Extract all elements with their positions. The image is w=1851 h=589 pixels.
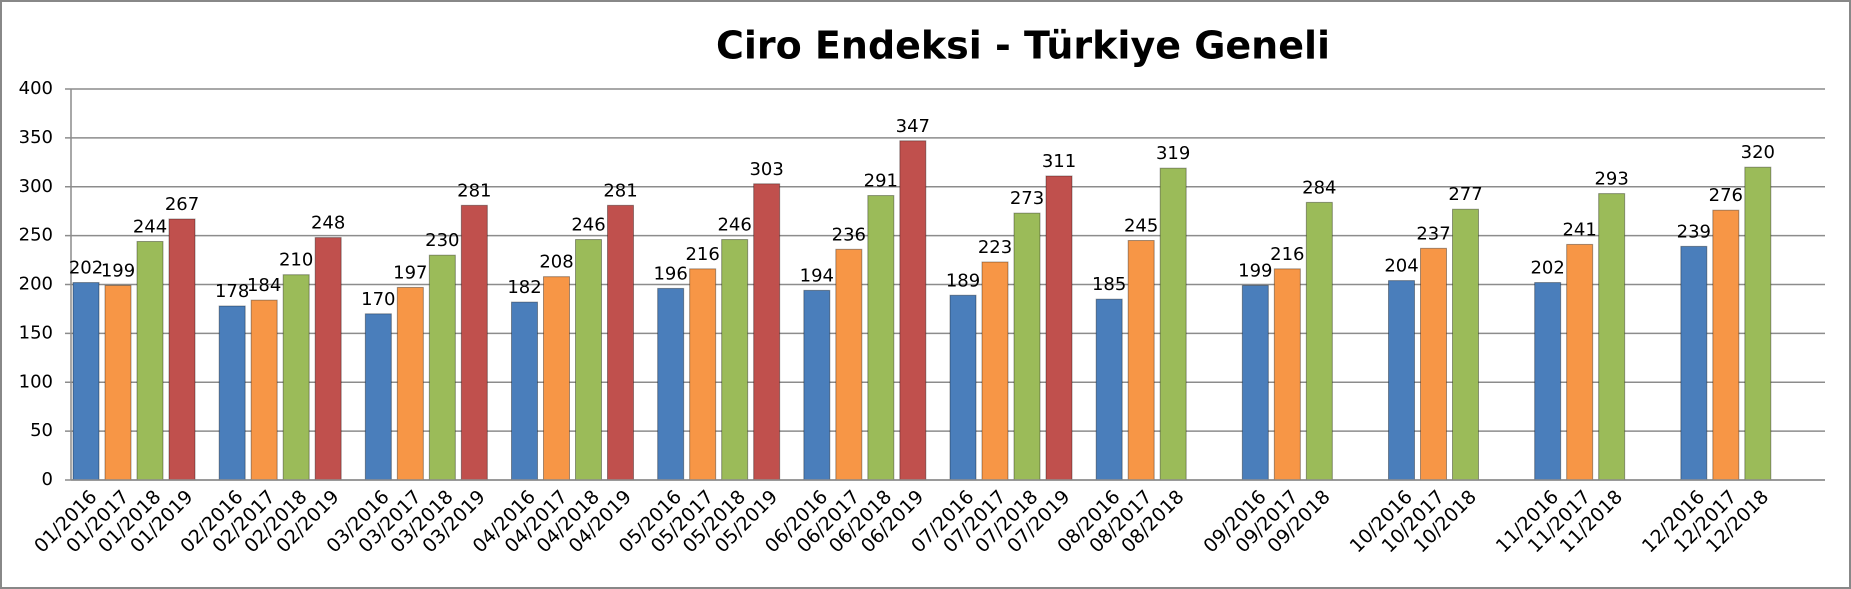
value-label: 194: [800, 265, 834, 286]
bar: [314, 237, 342, 481]
value-label: 202: [69, 258, 103, 279]
bar: [1095, 298, 1123, 481]
bar: [899, 140, 927, 481]
bar: [1045, 175, 1073, 481]
value-label: 347: [896, 116, 930, 137]
value-label: 320: [1741, 142, 1775, 163]
y-tick-label: 400: [19, 78, 53, 99]
bar: [1241, 284, 1269, 481]
bar: [1680, 245, 1708, 481]
value-label: 267: [165, 194, 199, 215]
value-label: 210: [279, 250, 313, 271]
value-label: 208: [539, 252, 573, 273]
bar: [1388, 280, 1415, 481]
bar: [1452, 208, 1479, 481]
bar: [867, 195, 895, 481]
bar: [949, 294, 977, 481]
value-label: 197: [393, 262, 427, 283]
value-label: 216: [1270, 244, 1304, 265]
value-label: 204: [1384, 256, 1418, 277]
y-tick-label: 0: [42, 469, 53, 490]
value-label: 311: [1042, 151, 1076, 172]
bar: [1159, 167, 1187, 481]
value-label: 241: [1562, 219, 1596, 240]
value-label: 184: [247, 275, 281, 296]
bar: [1127, 240, 1155, 481]
bar: [657, 287, 685, 481]
y-tick-label: 100: [19, 371, 53, 392]
y-tick-label: 350: [19, 127, 53, 148]
bar: [803, 289, 831, 481]
value-label: 236: [832, 224, 866, 245]
value-label: 245: [1124, 216, 1158, 237]
value-label: 281: [603, 180, 637, 201]
value-label: 277: [1448, 184, 1482, 205]
value-label: 199: [1238, 260, 1272, 281]
bar: [1534, 282, 1562, 481]
value-label: 248: [311, 213, 345, 234]
chart-title: Ciro Endeksi - Türkiye Geneli: [716, 24, 1330, 68]
y-tick-label: 300: [19, 176, 53, 197]
value-label: 293: [1594, 169, 1628, 190]
value-label: 230: [425, 230, 459, 251]
value-label: 281: [457, 180, 491, 201]
value-label: 185: [1092, 274, 1126, 295]
value-label: 284: [1302, 177, 1336, 198]
value-label: 182: [507, 277, 541, 298]
value-label: 216: [685, 244, 719, 265]
value-label: 276: [1709, 185, 1743, 206]
value-label: 199: [101, 260, 135, 281]
bar: [981, 261, 1009, 481]
bar: [104, 284, 132, 481]
bar: [1013, 212, 1041, 481]
value-label: 196: [653, 263, 687, 284]
bar: [168, 218, 196, 481]
value-label: 170: [361, 289, 395, 310]
bar: [1598, 193, 1626, 481]
bar: [1566, 243, 1594, 481]
bar: [250, 299, 278, 481]
bar: [543, 276, 570, 481]
bar: [136, 240, 164, 481]
y-tick-label: 150: [19, 322, 53, 343]
value-label: 303: [749, 159, 783, 180]
value-label: 246: [717, 215, 751, 236]
bar: [511, 301, 538, 481]
value-label: 244: [133, 216, 167, 237]
value-label: 178: [215, 281, 249, 302]
value-label: 223: [978, 237, 1012, 258]
value-label: 237: [1416, 223, 1450, 244]
value-label: 202: [1530, 258, 1564, 279]
bar: [364, 313, 392, 481]
bar: [1305, 201, 1333, 481]
bar: [1744, 166, 1772, 481]
bar: [1712, 209, 1740, 481]
value-label: 246: [571, 215, 605, 236]
bar: [1273, 268, 1301, 481]
bar: [460, 204, 488, 481]
bar: [689, 268, 717, 481]
bar: [218, 305, 246, 481]
bar: [835, 248, 863, 481]
bar: [282, 274, 310, 481]
bar: [721, 239, 749, 481]
bar: [1420, 247, 1447, 481]
value-label: 291: [864, 171, 898, 192]
value-label: 273: [1010, 188, 1044, 209]
bar: [72, 282, 100, 481]
y-tick-label: 50: [30, 420, 53, 441]
value-label: 319: [1156, 143, 1190, 164]
value-label: 189: [946, 270, 980, 291]
bar: [428, 254, 456, 481]
bar: [607, 204, 634, 481]
value-label: 239: [1677, 221, 1711, 242]
y-tick-label: 250: [19, 225, 53, 246]
y-tick-label: 200: [19, 274, 53, 295]
bar: [396, 286, 424, 481]
bar: [753, 183, 781, 481]
bar: [575, 239, 602, 481]
